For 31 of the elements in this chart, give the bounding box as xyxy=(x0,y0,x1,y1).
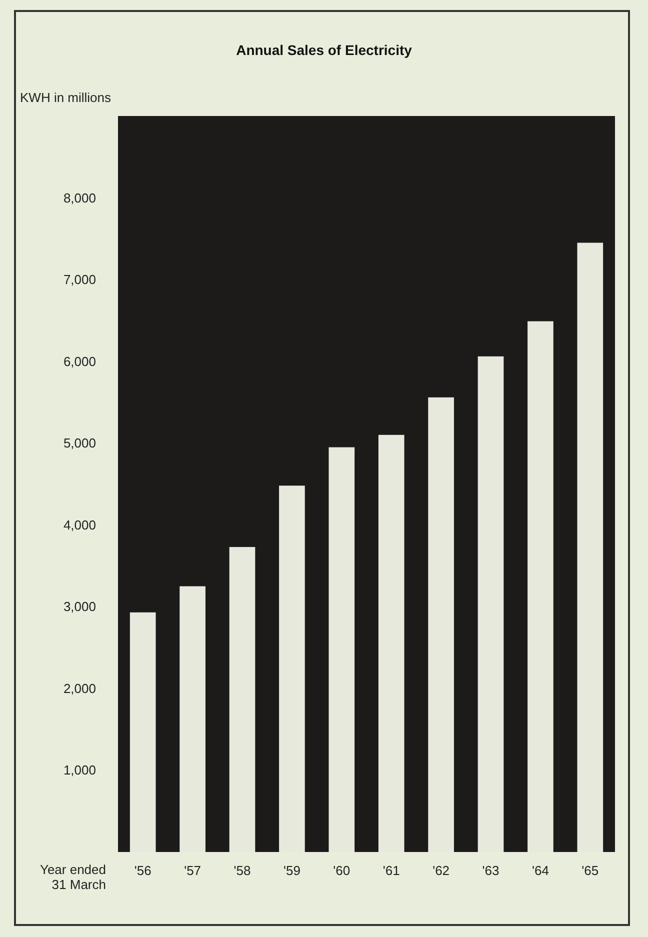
bar xyxy=(528,321,554,852)
x-tick-label: '60 xyxy=(333,863,350,878)
y-axis-title: KWH in millions xyxy=(20,90,112,105)
x-tick-label: '64 xyxy=(532,863,549,878)
y-tick-label: 1,000 xyxy=(63,762,96,778)
bar xyxy=(229,546,256,852)
bar xyxy=(378,434,404,852)
chart-title: Annual Sales of Electricity xyxy=(236,42,412,58)
bar xyxy=(428,397,454,852)
x-axis-title: Year ended 31 March xyxy=(40,862,106,892)
x-tick-label: '61 xyxy=(382,863,400,878)
x-tick-label: '65 xyxy=(582,863,599,878)
y-tick-label: 4,000 xyxy=(63,517,96,532)
y-tick-label: 6,000 xyxy=(63,354,96,369)
y-tick-label: 7,000 xyxy=(63,272,96,288)
x-tick-label: '63 xyxy=(482,863,500,878)
bar xyxy=(180,586,206,852)
x-tick-label: '58 xyxy=(234,863,251,878)
bar xyxy=(279,486,305,852)
y-tick-label: 3,000 xyxy=(63,599,96,614)
x-tick-label: '56 xyxy=(134,863,152,878)
bar xyxy=(478,356,504,852)
x-tick-label: '59 xyxy=(283,863,300,878)
y-tick-label: 8,000 xyxy=(63,190,96,206)
x-tick-label: '62 xyxy=(432,863,450,878)
bar xyxy=(577,242,604,852)
bar xyxy=(130,612,156,852)
y-tick-label: 5,000 xyxy=(63,436,96,451)
bar xyxy=(328,447,355,852)
y-tick-label: 2,000 xyxy=(63,680,96,696)
x-tick-label: '57 xyxy=(184,863,202,878)
